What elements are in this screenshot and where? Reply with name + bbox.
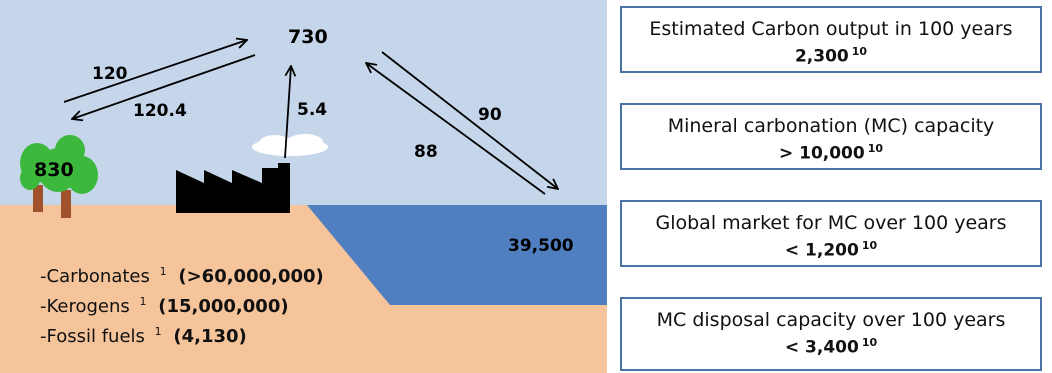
panel-value-row: < 1,200 10 bbox=[622, 235, 1040, 262]
reservoir-item: -Carbonates 1 (>60,000,000) bbox=[40, 259, 324, 287]
panel-value-row: < 3,400 10 bbox=[622, 332, 1040, 359]
arrow-land-to-atmosphere bbox=[63, 40, 247, 103]
panel-value: > 10,000 bbox=[778, 143, 865, 164]
reservoir-item: -Kerogens 1 (15,000,000) bbox=[40, 289, 289, 317]
panel-ref: 10 bbox=[867, 142, 884, 155]
reservoir-label: -Carbonates bbox=[40, 266, 150, 287]
arrow-atmosphere-to-land bbox=[72, 54, 256, 119]
flow-label-land-to-atm: 120 bbox=[92, 64, 128, 84]
reservoir-value: (>60,000,000) bbox=[178, 266, 323, 287]
reservoir-label: -Fossil fuels bbox=[40, 326, 145, 347]
panel-ref: 10 bbox=[861, 336, 878, 349]
reservoir-value: (15,000,000) bbox=[158, 296, 288, 317]
panel-ref: 10 bbox=[861, 239, 878, 252]
carbon-cycle-diagram: 730 120 120.4 5.4 90 88 830 39,500 -Carb… bbox=[0, 0, 607, 373]
reservoir-label: -Kerogens bbox=[40, 296, 130, 317]
reservoir-ref: 1 bbox=[160, 265, 167, 278]
vegetation-value: 830 bbox=[34, 159, 74, 181]
reservoir-ref: 1 bbox=[155, 325, 162, 338]
arrow-atmosphere-to-ocean bbox=[381, 51, 558, 189]
panel-title: Estimated Carbon output in 100 years bbox=[649, 18, 1013, 40]
tree-icon bbox=[20, 135, 98, 218]
reservoir-item: -Fossil fuels 1 (4,130) bbox=[40, 319, 247, 347]
panel-carbon-output: Estimated Carbon output in 100 years 2,3… bbox=[620, 6, 1042, 73]
panel-disposal-capacity: MC disposal capacity over 100 years < 3,… bbox=[620, 297, 1042, 371]
panel-title: Mineral carbonation (MC) capacity bbox=[667, 115, 995, 137]
arrow-ocean-to-atmosphere bbox=[366, 63, 546, 195]
panel-global-market: Global market for MC over 100 years < 1,… bbox=[620, 200, 1042, 267]
panel-value-row: > 10,000 10 bbox=[622, 138, 1040, 165]
factory-icon bbox=[176, 163, 290, 213]
arrow-fossil-emission bbox=[284, 66, 291, 159]
flow-label-ocean-to-atm: 90 bbox=[478, 105, 502, 125]
flow-label-atm-to-land: 120.4 bbox=[133, 101, 187, 121]
reservoir-list: -Carbonates 1 (>60,000,000) -Kerogens 1 … bbox=[40, 259, 324, 347]
sky bbox=[0, 0, 607, 205]
atmosphere-value: 730 bbox=[288, 26, 328, 48]
panel-mc-capacity: Mineral carbonation (MC) capacity > 10,0… bbox=[620, 103, 1042, 170]
panel-title: Global market for MC over 100 years bbox=[655, 212, 1007, 234]
ocean bbox=[307, 205, 607, 305]
panel-ref: 10 bbox=[851, 45, 868, 58]
panel-value: < 3,400 bbox=[784, 337, 859, 358]
panel-value-row: 2,300 10 bbox=[622, 41, 1040, 68]
panel-value: < 1,200 bbox=[784, 240, 859, 261]
cloud-icon bbox=[252, 134, 328, 156]
panel-title: MC disposal capacity over 100 years bbox=[656, 309, 1006, 331]
flow-label-fossil-emission: 5.4 bbox=[297, 100, 327, 120]
reservoir-value: (4,130) bbox=[173, 326, 246, 347]
flow-label-atm-to-ocean: 88 bbox=[414, 142, 438, 162]
panel-value: 2,300 bbox=[794, 46, 849, 67]
reservoir-ref: 1 bbox=[140, 295, 147, 308]
ocean-value: 39,500 bbox=[508, 236, 574, 256]
